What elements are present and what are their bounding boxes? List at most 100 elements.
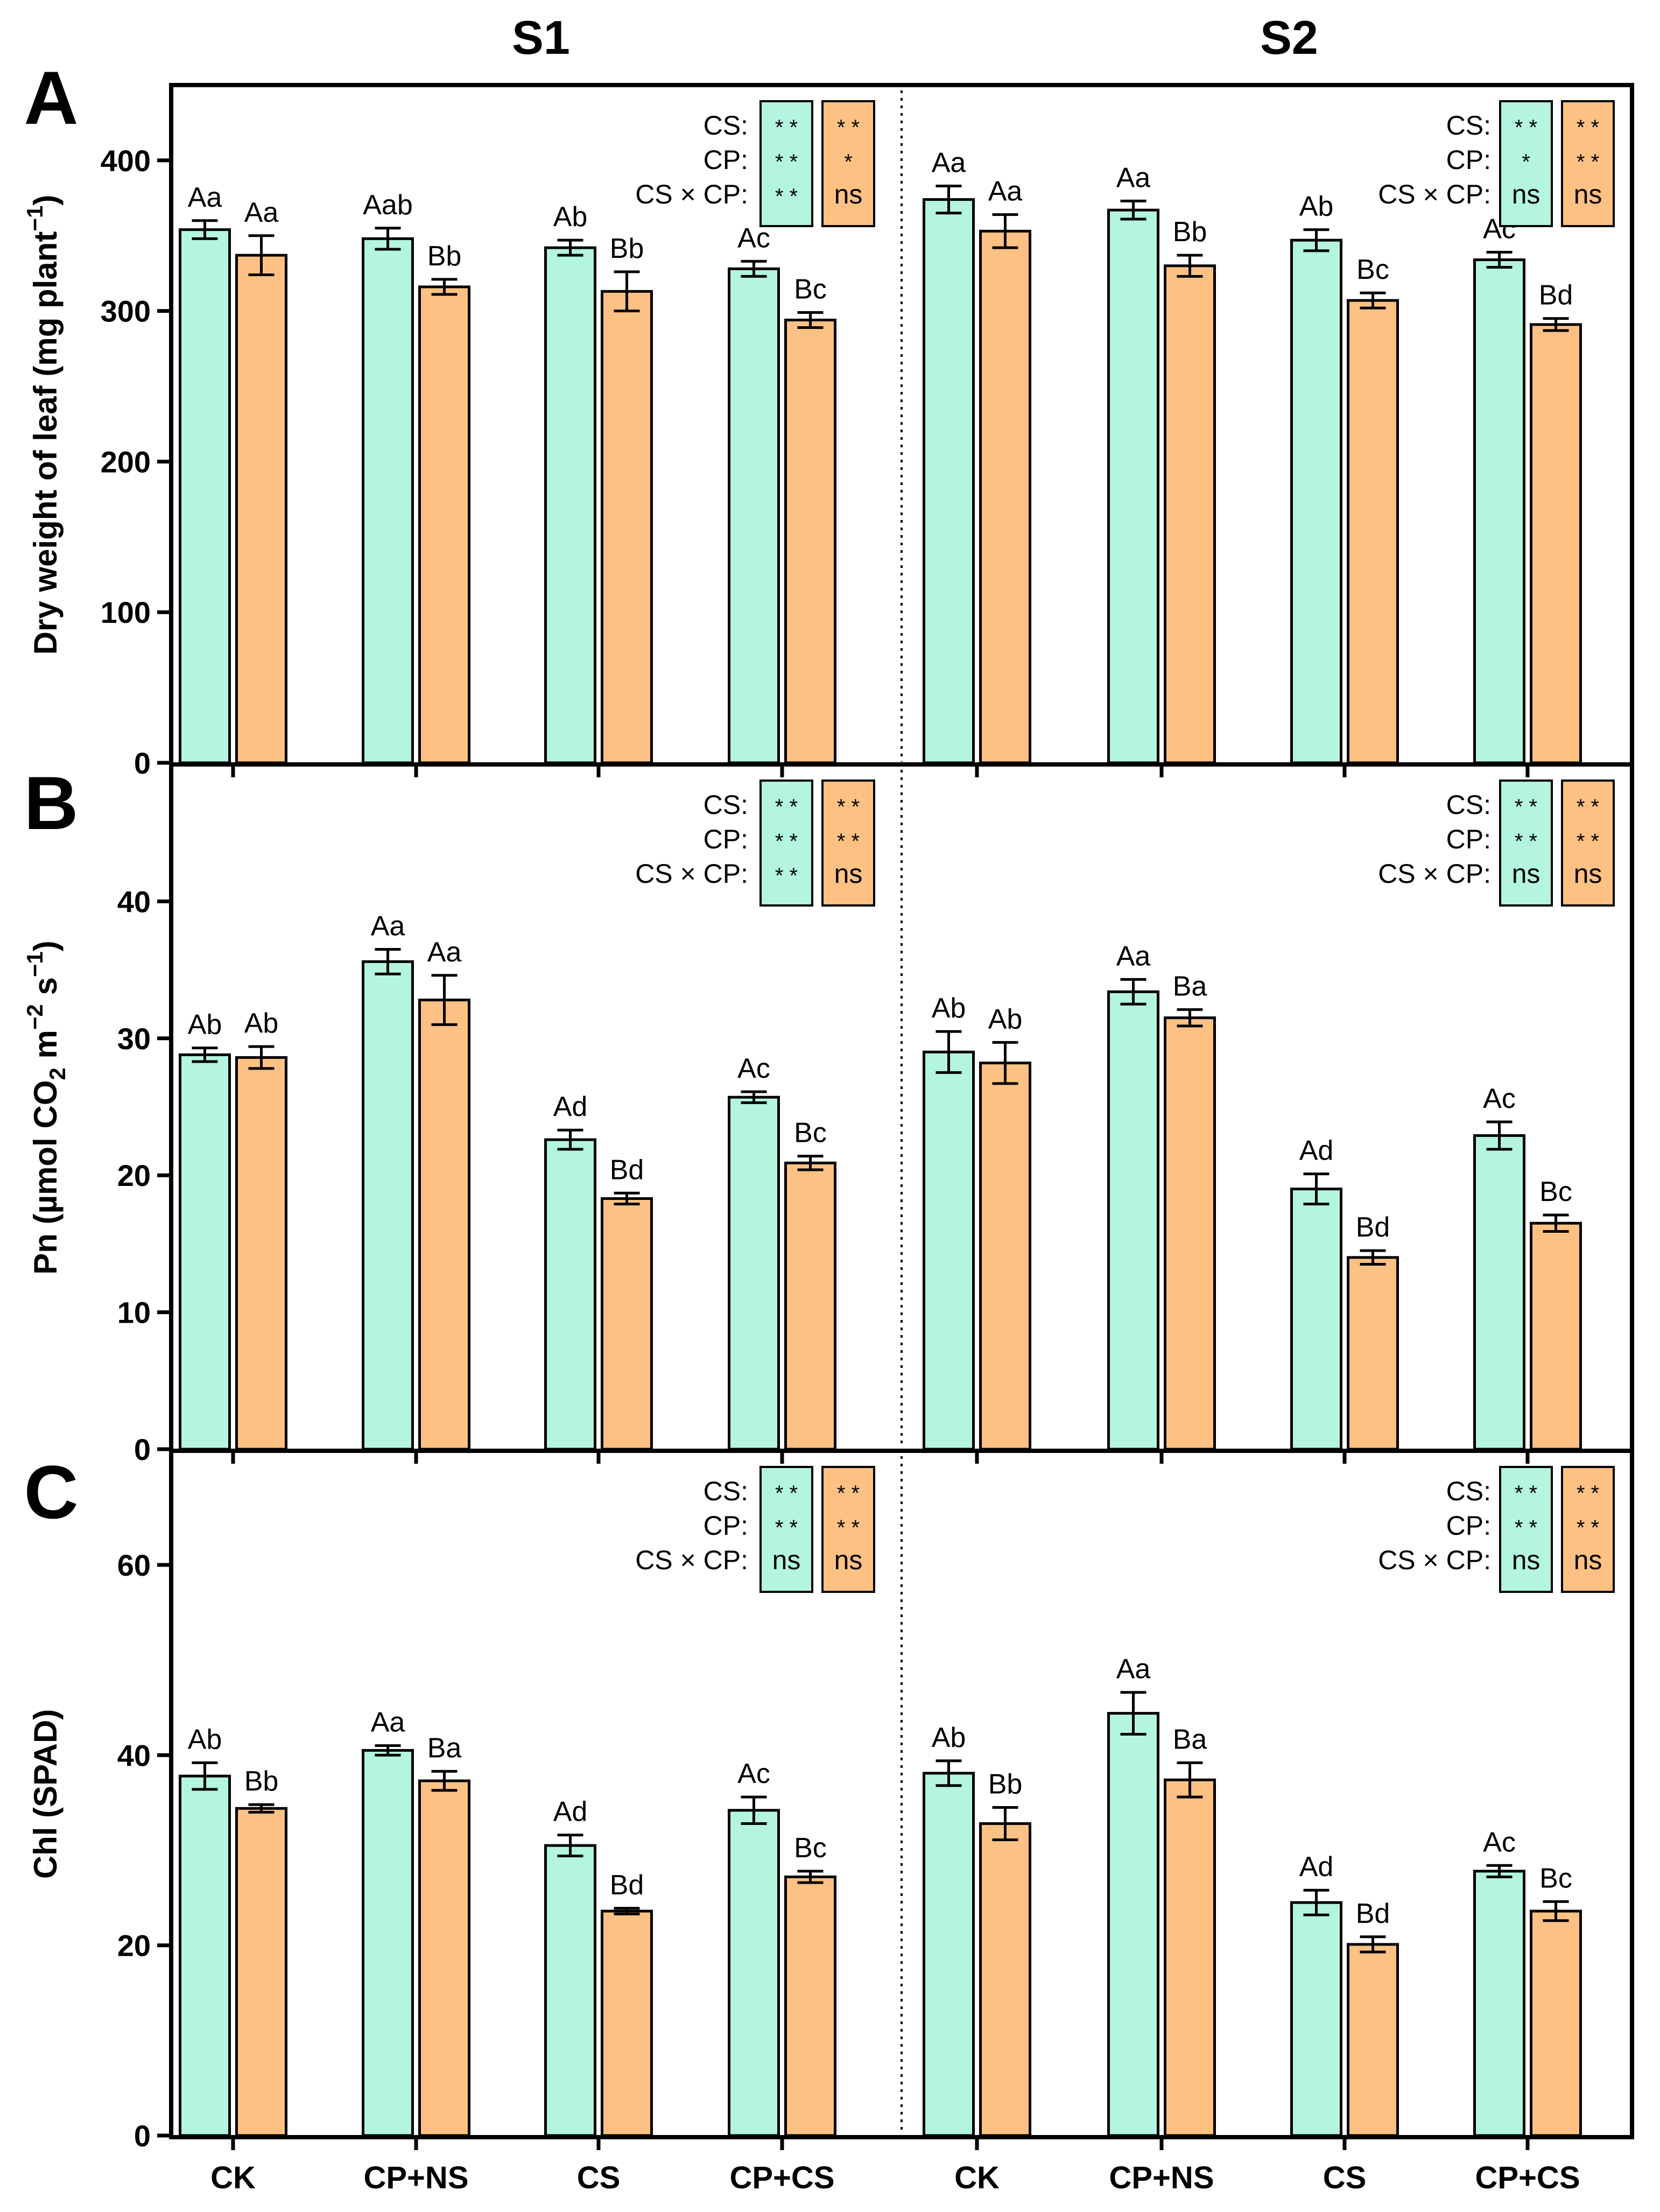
x-category-label: CS (577, 2160, 621, 2195)
significance-label: Ab (1299, 191, 1334, 222)
x-category-label: CP+CS (1475, 2160, 1580, 2195)
panel-C: C 0 20 40 60 Chl (SPAD) Ab Aa Ad Ac Ab Aa Ad Ac Bb Ba Bd… (24, 1449, 1634, 2153)
stats-row-label: CP: (1446, 145, 1491, 175)
x-category-label: CP+NS (363, 2160, 468, 2195)
significance-label: Aa (244, 197, 279, 228)
stats-value-teal: * * (1515, 830, 1537, 853)
significance-label: Ab (932, 993, 966, 1024)
stats-value-teal: * * (775, 185, 798, 208)
bar-orange (235, 254, 287, 764)
stats-value-orange: * * (837, 116, 860, 139)
significance-label: Ac (1483, 1083, 1516, 1114)
bar-teal (728, 267, 780, 764)
stats-value-orange: * * (837, 795, 860, 819)
stats-box-orange (821, 1466, 875, 1593)
significance-label: Bd (1539, 280, 1573, 311)
bar-orange (1530, 1221, 1582, 1451)
significance-label: Bb (1173, 216, 1207, 248)
bar-teal (1290, 1901, 1342, 2137)
significance-label: Aa (427, 937, 462, 968)
stats-row-label: CS × CP: (635, 1545, 748, 1575)
stats-value-orange: * * (1577, 830, 1599, 853)
stats-value-teal: * * (775, 830, 798, 853)
panel-frame (169, 1449, 1634, 2139)
bar-teal (544, 1844, 596, 2137)
significance-label: Bc (1356, 254, 1389, 285)
significance-label: Bb (427, 241, 462, 272)
stats-value-teal: * * (775, 795, 798, 819)
significance-label: Bc (794, 1832, 827, 1864)
bar-orange (418, 285, 470, 764)
y-tick-label: 30 (117, 1022, 151, 1056)
bar-teal (362, 237, 414, 764)
bar-orange (418, 999, 470, 1451)
bar-teal (1290, 238, 1342, 764)
significance-label: Bb (610, 233, 644, 264)
significance-label: Aa (371, 910, 405, 942)
stats-box-orange (1561, 100, 1615, 227)
y-tick-label: 20 (117, 1929, 151, 1963)
significance-label: Ad (553, 1796, 588, 1828)
stats-value-teal: * * (1515, 1516, 1537, 1540)
panel-A: A 0 100 200 300 400 Dry weight of leaf (mg pla… (22, 55, 1634, 780)
stats-value-orange: * * (837, 830, 860, 853)
y-tick-label: 60 (117, 1548, 151, 1582)
stats-row-label: CP: (1446, 824, 1491, 854)
significance-label: Ad (1299, 1135, 1334, 1167)
bar-teal (1473, 1870, 1525, 2137)
bar-orange (1530, 1909, 1582, 2137)
stats-value-teal: * * (775, 150, 798, 174)
stats-value-orange: * * (837, 1481, 860, 1505)
bar-teal (923, 1772, 975, 2137)
significance-label: Aa (988, 176, 1023, 207)
significance-label: Ab (188, 1009, 222, 1041)
significance-label: Ac (737, 222, 770, 254)
bar-orange (979, 1822, 1031, 2137)
significance-label: Aab (363, 189, 413, 221)
bar-orange (1530, 323, 1582, 764)
y-tick-label: 0 (134, 2119, 151, 2153)
stats-row-label: CP: (704, 824, 748, 854)
significance-label: Ba (1173, 1724, 1207, 1755)
stats-value-orange: * * (1577, 116, 1599, 139)
significance-label: Bb (244, 1766, 279, 1797)
significance-label: Aa (1116, 1654, 1151, 1685)
stats-box-teal (759, 100, 813, 227)
significance-label: Aa (371, 1707, 405, 1738)
stats-box-orange (1561, 780, 1615, 907)
significance-label: Bd (610, 1870, 644, 1901)
stats-row-label: CS: (704, 110, 748, 141)
bar-orange (784, 1161, 836, 1451)
y-tick-label: 20 (117, 1158, 151, 1192)
bar-teal (728, 1809, 780, 2137)
stats-row-label: CS: (1446, 790, 1491, 820)
y-tick-label: 40 (117, 884, 151, 918)
bar-teal (1473, 1134, 1525, 1451)
bar-orange (1164, 264, 1216, 764)
y-axis-label: Pn (µmol CO2 m−2 s−1) (22, 940, 70, 1274)
significance-label: Bc (794, 273, 827, 305)
panel-letter: B (24, 761, 78, 845)
season-label-s2: S2 (1260, 11, 1318, 64)
stats-row-label: CS × CP: (1378, 179, 1491, 209)
bar-teal (728, 1096, 780, 1451)
bar-orange (1347, 1943, 1399, 2137)
bar-teal (544, 1138, 596, 1451)
x-category-label: CK (210, 2160, 256, 2195)
stats-box-teal (759, 1466, 813, 1593)
stats-value-teal: * * (775, 864, 798, 888)
significance-label: Ab (988, 1003, 1023, 1035)
y-axis-label: Chl (SPAD) (27, 1709, 64, 1879)
bar-teal (179, 228, 231, 764)
y-tick-label: 300 (101, 294, 151, 328)
stats-value-orange: * * (1577, 795, 1599, 819)
stats-value-orange: * * (1577, 150, 1599, 174)
significance-label: Bb (988, 1769, 1023, 1800)
stats-value-orange: ns (834, 179, 863, 209)
stats-row-label: CS: (1446, 1476, 1491, 1506)
bar-teal (923, 198, 975, 764)
y-tick-label: 40 (117, 1738, 151, 1772)
x-category-label: CS (1323, 2160, 1367, 2195)
stats-row-label: CS × CP: (635, 179, 748, 209)
